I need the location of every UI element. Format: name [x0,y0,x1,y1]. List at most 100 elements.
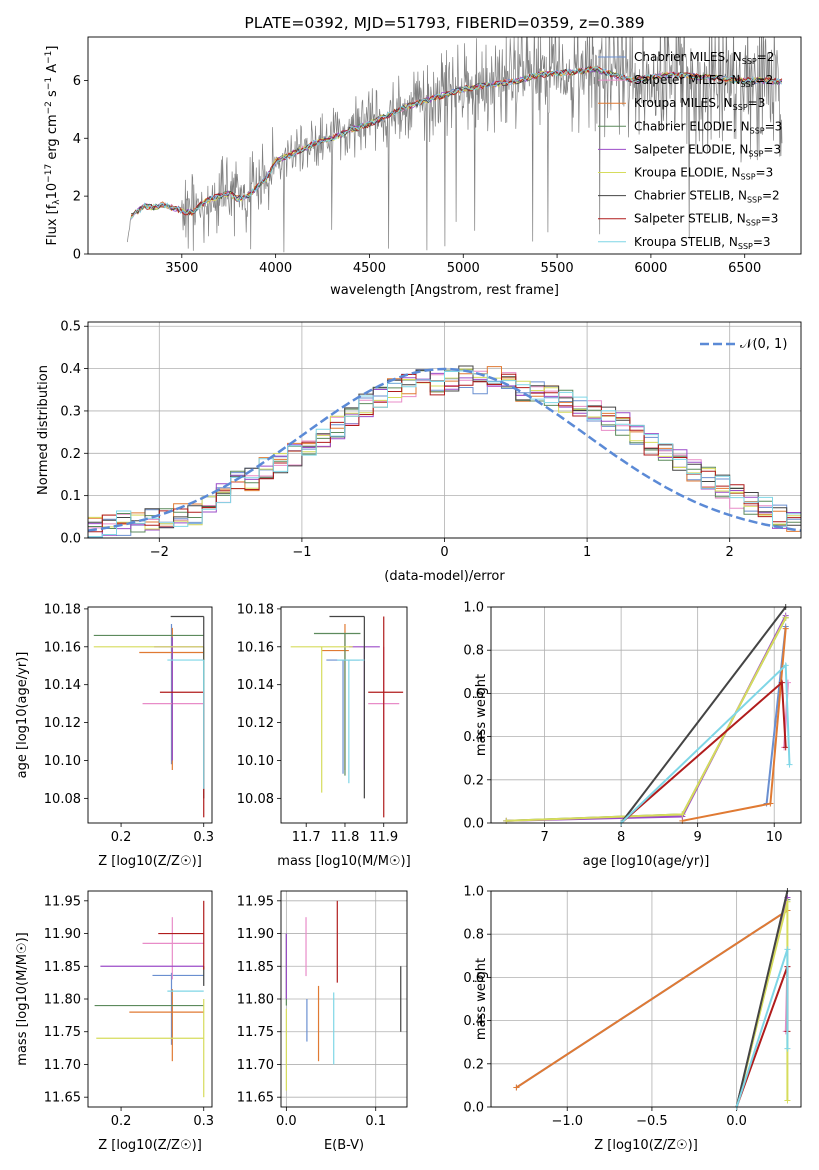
weight-marker [782,744,789,751]
legend-label: Kroupa ELODIE, NSSP=3 [634,166,773,182]
y-tick-label: 0.5 [60,320,81,335]
mass-vs-Z-axes: 0.2 0.3 11.65 11.70 11.75 11.80 11.85 11.90 11.9… [44,894,214,1129]
x-tick-label: 3500 [165,261,198,276]
y-tick-label: 10.18 [44,602,81,617]
spectrum-frame [87,36,802,255]
x-axis-label: Z [log10(Z/Z☉)] [594,1138,698,1153]
weight-marker [784,1097,791,1104]
y-tick-label: 0.0 [463,1101,484,1116]
y-tick-label: 10.08 [44,792,81,807]
chart-title: PLATE=0392, MJD=51793, FIBERID=0359, z=0… [244,14,644,32]
weight-marker [782,614,789,621]
y-tick-label: 11.90 [237,927,274,942]
x-tick-label: 0 [440,545,448,560]
y-tick-label: 0.4 [463,730,484,745]
legend-label: Salpeter MILES, NSSP=2 [634,73,773,89]
y-axis-label: age [log10(age/yr)] [15,652,30,779]
y-tick-label: 0.4 [463,1014,484,1029]
spectrum-legend: Chabrier MILES, NSSP=2 Salpeter MILES, NS… [598,50,782,251]
normal-curve [88,367,801,532]
y-tick-label: 0.3 [60,404,81,419]
y-tick-label: 11.75 [237,1025,274,1040]
x-tick-label: 0.3 [193,1114,214,1129]
y-tick-label: 11.95 [44,894,81,909]
y-tick-label: 10.08 [237,792,274,807]
mass-vs-Z-frame [87,890,213,1108]
mass-weight-vs-Z-axes: −1.0 −0.5 0.0 0.0 0.2 0.4 0.6 0.8 1.0 [463,885,801,1129]
y-tick-label: 2 [73,190,81,205]
y-tick-label: 10.10 [237,754,274,769]
y-tick-label: 11.95 [237,894,274,909]
mass-weight-vs-Z-frame [490,890,802,1108]
y-tick-label: 0.2 [463,1057,484,1072]
weight-marker [767,800,774,807]
y-tick-label: 10.18 [237,602,274,617]
y-tick-label: 10.12 [237,716,274,731]
y-tick-label: 10.16 [44,640,81,655]
weight-marker [786,761,793,768]
y-tick-label: 6 [73,74,81,89]
weight-marker [679,811,686,818]
x-tick-label: 9 [694,830,702,845]
x-tick-label: 2 [726,545,734,560]
weight-line [620,663,791,823]
x-tick-label: 0.1 [365,1114,386,1129]
mass-weight-vs-age-frame [490,606,802,824]
weight-line [735,891,789,1107]
x-tick-label: 11.8 [330,830,359,845]
legend-label: 𝒩(0, 1) [740,337,787,352]
y-axis-label: mass weight [474,958,489,1040]
y-tick-label: 10.14 [44,678,81,693]
y-tick-label: 0 [73,248,81,263]
age-vs-mass-axes: 11.7 11.8 11.9 10.08 10.10 10.12 10.14 10.16 10.… [237,602,398,845]
weight-marker [513,1084,520,1091]
x-tick-label: 0.0 [726,1114,747,1129]
weight-marker [782,625,789,632]
y-tick-label: 0.6 [463,971,484,986]
x-tick-label: −1 [292,545,311,560]
y-tick-label: 11.65 [44,1091,81,1106]
y-tick-label: 0.2 [463,773,484,788]
x-tick-label: 5000 [447,261,480,276]
x-tick-label: 6500 [728,261,761,276]
y-tick-label: 0.0 [463,817,484,832]
y-tick-label: 11.80 [237,993,274,1008]
model-spectrum [131,66,783,216]
x-axis-label: age [log10(age/yr)] [583,854,710,869]
x-tick-label: 0.2 [111,1114,132,1129]
legend-label: Salpeter STELIB, NSSP=3 [634,212,778,228]
y-tick-label: 10.14 [237,678,274,693]
y-tick-label: 0.2 [60,447,81,462]
x-axis-label: Z [log10(Z/Z☉)] [98,854,202,869]
x-tick-label: 0.3 [193,830,214,845]
y-tick-label: 0.6 [463,687,484,702]
x-tick-label: 8 [617,830,625,845]
x-tick-label: 4500 [353,261,386,276]
y-tick-label: 10.10 [44,754,81,769]
y-tick-label: 11.90 [44,927,81,942]
x-tick-label: 11.7 [292,830,321,845]
y-tick-label: 1.0 [463,885,484,900]
x-tick-label: 5500 [541,261,574,276]
y-axis-label: mass [log10(M/M☉)] [15,932,30,1065]
x-tick-label: −0.5 [636,1114,668,1129]
age-vs-Z-axes: 0.2 0.3 10.08 10.10 10.12 10.14 10.16 10.18 [44,602,214,845]
legend-label: Chabrier MILES, NSSP=2 [634,50,774,66]
y-tick-label: 4 [73,132,81,147]
x-tick-label: 6000 [634,261,667,276]
x-axis-label: mass [log10(M/M☉)] [277,854,410,869]
x-axis-label: Z [log10(Z/Z☉)] [98,1138,202,1153]
residual-histogram [88,370,801,538]
weight-line [620,680,787,823]
residuals-frame [87,321,802,539]
weight-marker [784,1045,791,1052]
y-axis-label: Normed distribution [36,365,51,495]
x-tick-label: −2 [150,545,169,560]
legend-label: Kroupa MILES, NSSP=3 [634,96,765,112]
y-tick-label: 10.16 [237,640,274,655]
x-axis-label: (data-model)/error [384,569,505,584]
y-tick-label: 11.80 [44,993,81,1008]
weight-marker [784,946,791,953]
x-tick-label: 1 [583,545,591,560]
